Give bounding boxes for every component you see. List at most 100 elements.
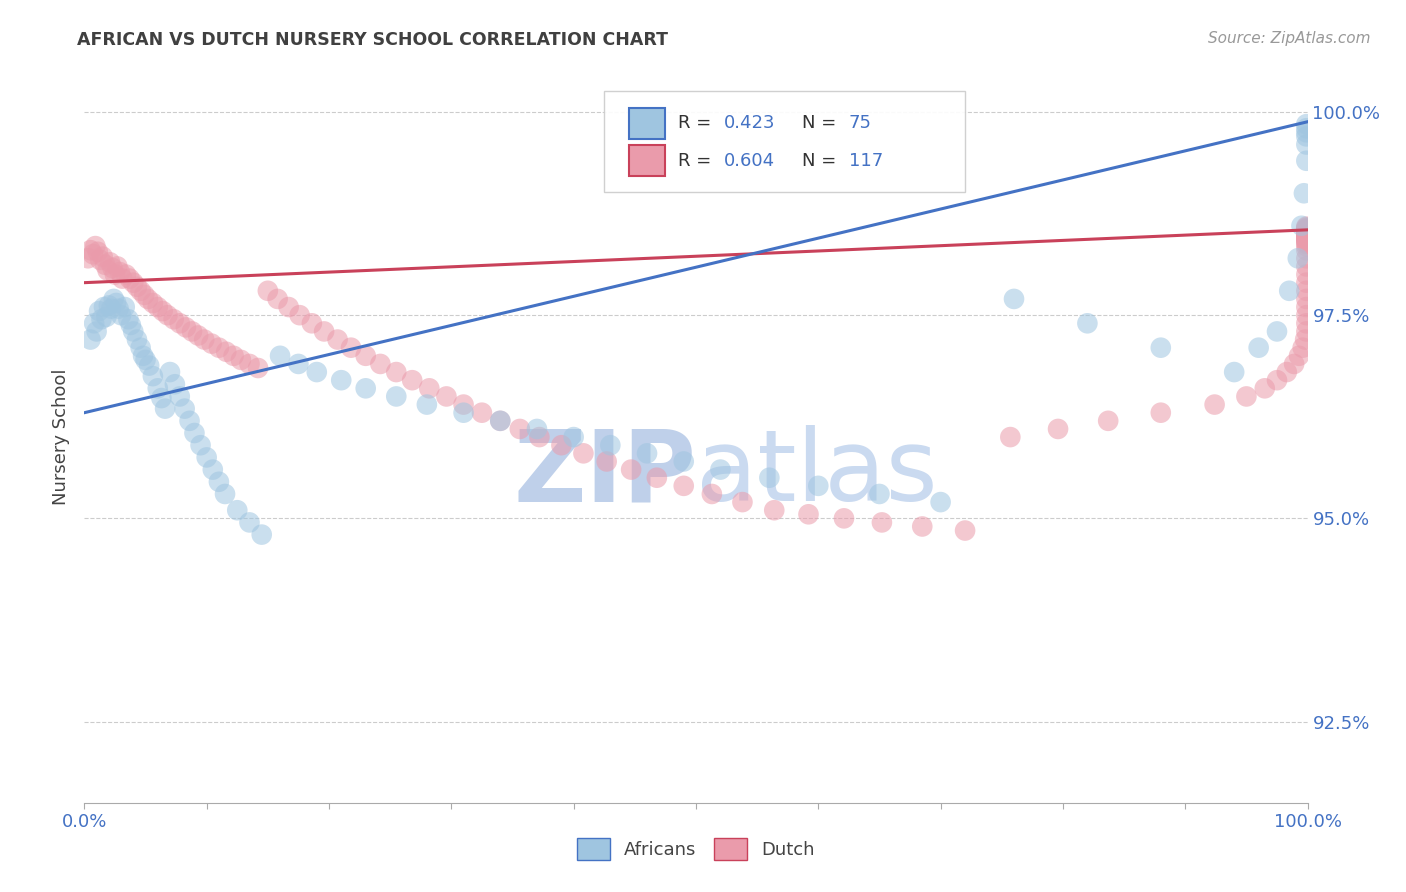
FancyBboxPatch shape xyxy=(628,145,665,176)
Point xyxy=(599,438,621,452)
Point xyxy=(453,398,475,412)
Legend: Africans, Dutch: Africans, Dutch xyxy=(569,830,823,867)
Point xyxy=(101,260,124,275)
Point xyxy=(94,258,117,272)
Point xyxy=(146,381,169,395)
Point xyxy=(1047,422,1070,436)
Point xyxy=(1076,316,1098,330)
Point xyxy=(277,300,299,314)
Point xyxy=(183,425,205,440)
Point xyxy=(97,298,120,312)
Point xyxy=(953,524,976,538)
Point xyxy=(326,333,349,347)
Point xyxy=(529,430,551,444)
Point xyxy=(370,357,392,371)
Point xyxy=(1295,223,1317,237)
Point xyxy=(1295,226,1317,240)
Point xyxy=(526,422,548,436)
Point xyxy=(87,244,110,259)
Point xyxy=(1295,224,1317,238)
Point xyxy=(1150,341,1173,355)
Point xyxy=(911,519,934,533)
Point xyxy=(1295,308,1317,322)
Point xyxy=(1295,236,1317,251)
Point xyxy=(174,320,197,334)
Point xyxy=(89,252,111,267)
Point xyxy=(79,243,101,257)
Point xyxy=(103,292,125,306)
Point xyxy=(550,438,572,452)
Point xyxy=(1288,349,1310,363)
Point xyxy=(83,316,105,330)
Point xyxy=(257,284,280,298)
Point xyxy=(700,487,723,501)
Point xyxy=(120,318,142,332)
Point xyxy=(869,487,891,501)
Point xyxy=(79,333,101,347)
Point xyxy=(226,503,249,517)
Point xyxy=(797,508,820,522)
Point xyxy=(115,268,138,282)
Point xyxy=(190,438,212,452)
Point xyxy=(138,359,160,373)
Point xyxy=(1295,243,1317,257)
Point xyxy=(238,516,260,530)
Point xyxy=(305,365,328,379)
Point xyxy=(1236,389,1258,403)
Point xyxy=(129,341,152,355)
Point xyxy=(1000,430,1022,444)
Point xyxy=(159,365,181,379)
Point xyxy=(1295,252,1317,266)
Point xyxy=(1295,125,1317,139)
Text: R =: R = xyxy=(678,114,717,132)
Point xyxy=(105,260,128,274)
Point xyxy=(156,308,179,322)
Point xyxy=(416,398,439,412)
Text: AFRICAN VS DUTCH NURSERY SCHOOL CORRELATION CHART: AFRICAN VS DUTCH NURSERY SCHOOL CORRELAT… xyxy=(77,31,668,49)
Point xyxy=(86,325,108,339)
Point xyxy=(1295,222,1317,236)
Y-axis label: Nursery School: Nursery School xyxy=(52,368,70,506)
Point xyxy=(807,479,830,493)
Point xyxy=(287,357,309,371)
Point xyxy=(122,325,145,339)
Point xyxy=(173,401,195,416)
Point xyxy=(169,316,191,330)
Point xyxy=(163,312,186,326)
Point xyxy=(132,349,155,363)
Point xyxy=(247,361,270,376)
Point xyxy=(122,276,145,290)
Point xyxy=(1295,229,1317,244)
Point xyxy=(84,239,107,253)
Point xyxy=(229,352,252,367)
Point xyxy=(1286,252,1309,266)
Point xyxy=(1295,260,1317,274)
Point xyxy=(1292,186,1315,201)
Point xyxy=(90,312,112,326)
Point xyxy=(118,271,141,285)
Point xyxy=(163,377,186,392)
Point xyxy=(1282,357,1305,371)
Point xyxy=(266,292,288,306)
Point xyxy=(200,336,222,351)
Text: 75: 75 xyxy=(849,114,872,132)
Point xyxy=(1150,406,1173,420)
Point xyxy=(77,252,100,266)
Point xyxy=(107,301,129,316)
Point xyxy=(201,462,224,476)
Point xyxy=(87,304,110,318)
Point xyxy=(135,352,157,367)
Point xyxy=(929,495,952,509)
Point xyxy=(238,357,260,371)
Text: N =: N = xyxy=(803,152,842,169)
Point xyxy=(401,373,423,387)
Point xyxy=(1254,381,1277,395)
Point xyxy=(418,381,440,395)
Point xyxy=(1002,292,1025,306)
Point xyxy=(1295,284,1317,298)
Point xyxy=(1295,225,1317,239)
Point xyxy=(489,414,512,428)
Text: N =: N = xyxy=(803,114,842,132)
Point xyxy=(832,511,855,525)
Point xyxy=(1295,121,1317,136)
